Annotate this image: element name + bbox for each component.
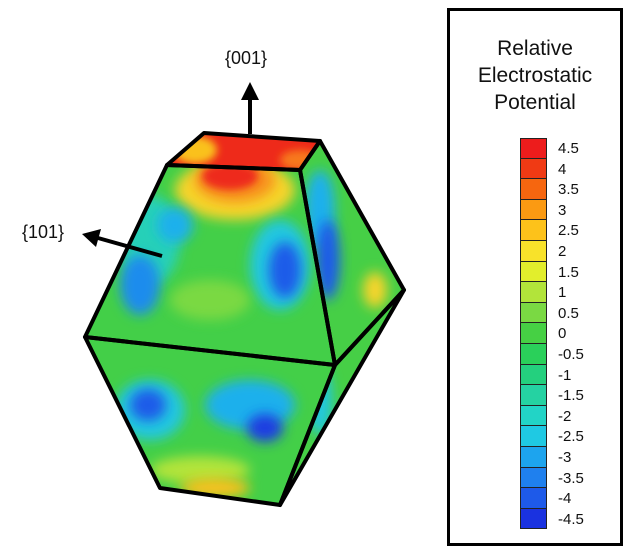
colorbar-swatch [520,199,547,221]
colorbar-tick-label: 2 [558,243,567,260]
legend-title-line-3: Potential [494,91,576,114]
colorbar-tick-label: -0.5 [558,346,584,363]
colorbar-swatch [520,302,547,324]
colorbar-tick-label: -3 [558,449,572,466]
colorbar-tick-label: -4 [558,490,572,508]
colorbar-swatch [520,343,547,365]
colorbar-swatch [520,158,547,180]
colorbar-swatch [520,508,547,530]
legend-title-line-2: Electrostatic [477,64,593,87]
colorbar-swatch [520,240,547,262]
colorbar-tick-label: 1 [558,284,567,302]
colorbar-swatch [520,364,547,386]
legend-title-line-1: Relative [497,37,573,60]
legend-title: Relative Electrostatic Potential [450,35,620,116]
colorbar-tick-label: -2.5 [558,428,584,446]
label-101: {101} [22,222,65,242]
colorbar-swatch [520,282,547,303]
colorbar-tick-label: -2 [558,407,572,425]
crystal-edges [83,131,406,507]
colorbar-swatch [520,261,547,283]
colorbar-tick-label: 4.5 [558,140,579,157]
colorbar-tick-label: 3.5 [558,181,579,199]
colorbar-tick-label: -1.5 [558,387,584,405]
label-001: {001} [225,48,268,68]
colorbar-tick-label: 0.5 [558,304,579,322]
colorbar-tick-label: -3.5 [558,469,584,487]
colorbar-swatch [520,426,547,447]
arrow-101 [82,229,163,258]
legend: Relative Electrostatic Potential 4.5 4 3.5… [447,8,623,546]
colorbar-swatch [520,467,547,489]
colorbar-swatch [520,405,547,427]
colorbar-tick-label: 0 [558,325,567,343]
crystal-diagram [82,82,406,507]
colorbar [520,138,547,530]
colorbar-swatch [520,179,547,200]
colorbar-tick-label: -4.5 [558,510,584,528]
colorbar-swatch [520,138,547,159]
colorbar-swatch [520,446,547,468]
colorbar-swatch [520,385,547,406]
colorbar-tick-label: 2.5 [558,222,579,240]
colorbar-swatch [520,220,547,241]
colorbar-tick-label: 1.5 [558,263,579,281]
colorbar-tick-label: 3 [558,201,567,219]
colorbar-tick-label: 4 [558,160,567,178]
arrow-001 [241,82,259,134]
colorbar-swatch [520,488,547,509]
colorbar-tick-label: -1 [558,366,572,384]
colorbar-swatch [520,323,547,344]
